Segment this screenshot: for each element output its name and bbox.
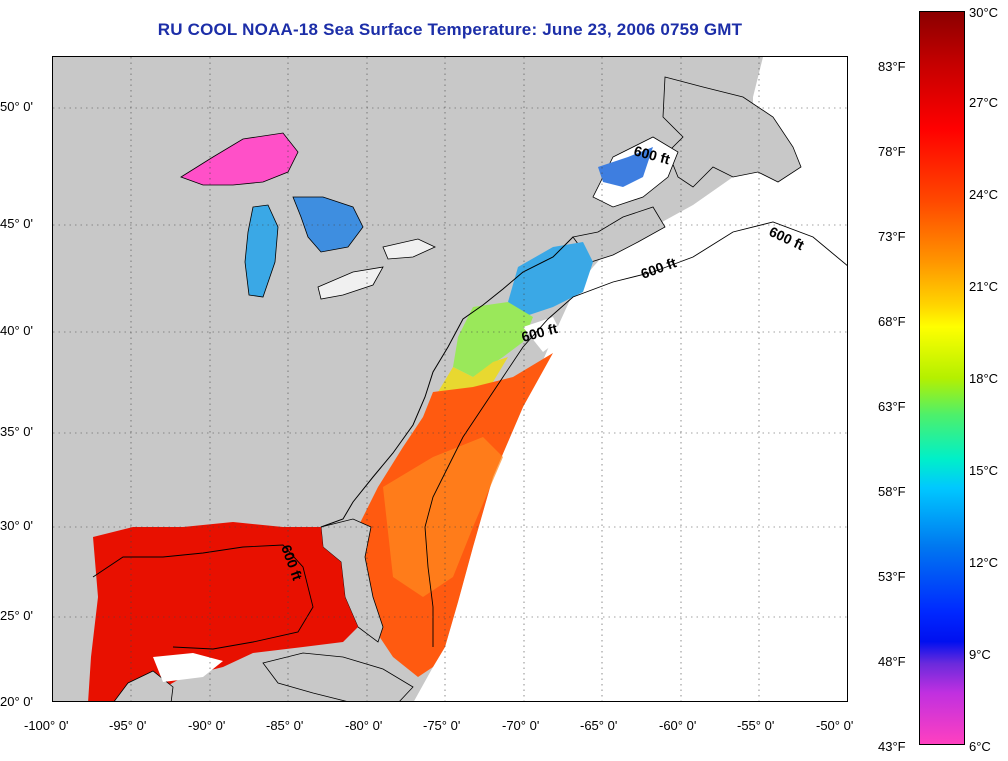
colorbar-celsius-label: 12°C xyxy=(969,555,999,570)
lon-tick-label: -75° 0' xyxy=(423,718,461,733)
lat-tick-label: 40° 0' xyxy=(0,323,33,338)
nova-scotia-land xyxy=(572,206,666,263)
sst-map: 600 ft 600 ft 600 ft 600 ft 600 ft xyxy=(52,56,848,702)
map-title: RU COOL NOAA-18 Sea Surface Temperature:… xyxy=(157,20,743,39)
lon-tick-label: -95° 0' xyxy=(109,718,147,733)
newfoundland-land xyxy=(662,76,802,188)
gulf-stream-orange xyxy=(383,437,503,597)
lake-superior xyxy=(180,132,299,186)
bathymetry-contour-gulf xyxy=(92,544,314,650)
colorbar-celsius-label: 24°C xyxy=(969,187,999,202)
colorbar-celsius-label: 21°C xyxy=(969,279,999,294)
lon-tick-label: -85° 0' xyxy=(266,718,304,733)
lon-tick-label: -55° 0' xyxy=(737,718,775,733)
colorbar-fahrenheit-label: 83°F xyxy=(878,59,906,74)
lon-tick-label: -90° 0' xyxy=(188,718,226,733)
us-east-coastline xyxy=(320,236,574,528)
colorbar-fahrenheit-label: 58°F xyxy=(878,484,906,499)
colorbar-fahrenheit-label: 43°F xyxy=(878,739,906,754)
lon-tick-label: -100° 0' xyxy=(24,718,69,733)
lat-tick-label: 50° 0' xyxy=(0,99,33,114)
lon-tick-label: -80° 0' xyxy=(345,718,383,733)
cool-water-st-lawrence xyxy=(598,147,653,187)
lake-huron xyxy=(292,196,364,253)
colorbar-celsius-label: 6°C xyxy=(969,739,991,754)
colorbar-fahrenheit-label: 78°F xyxy=(878,144,906,159)
mid-atlantic-warm-water xyxy=(453,302,533,377)
colorbar-celsius-label: 27°C xyxy=(969,95,999,110)
graticule xyxy=(53,57,847,701)
lat-tick-label: 25° 0' xyxy=(0,608,33,623)
colorbar-fahrenheit-label: 73°F xyxy=(878,229,906,244)
lon-tick-label: -60° 0' xyxy=(659,718,697,733)
colorbar-celsius-label: 18°C xyxy=(969,371,999,386)
open-ocean xyxy=(414,57,847,701)
lake-michigan xyxy=(244,204,279,298)
colorbar-celsius-label: 30°C xyxy=(969,5,999,20)
colorbar-celsius-label: 15°C xyxy=(969,463,999,478)
lon-tick-label: -65° 0' xyxy=(580,718,618,733)
lon-tick-label: -70° 0' xyxy=(502,718,540,733)
colorbar-fahrenheit-label: 63°F xyxy=(878,399,906,414)
colorbar-fahrenheit-label: 53°F xyxy=(878,569,906,584)
colorbar-celsius-label: 9°C xyxy=(969,647,991,662)
colorbar-fahrenheit-label: 48°F xyxy=(878,654,906,669)
colorbar-gradient xyxy=(920,12,964,744)
mid-atlantic-yellow xyxy=(438,357,508,397)
lon-tick-label: -50° 0' xyxy=(816,718,854,733)
cool-water-gulf-maine xyxy=(508,242,593,317)
lat-tick-label: 35° 0' xyxy=(0,424,33,439)
lat-tick-label: 30° 0' xyxy=(0,518,33,533)
lat-tick-label: 20° 0' xyxy=(0,694,33,709)
lat-tick-label: 45° 0' xyxy=(0,216,33,231)
gulf-of-mexico-water xyxy=(88,522,358,701)
cuba-land xyxy=(262,652,414,701)
temperature-colorbar xyxy=(919,11,965,745)
bathymetry-contour-600ft xyxy=(424,221,847,647)
lake-ontario xyxy=(382,238,436,260)
lake-erie xyxy=(317,266,384,300)
cloud-patch xyxy=(153,653,223,682)
cloud-patch-atlantic xyxy=(523,317,563,352)
colorbar-fahrenheit-label: 68°F xyxy=(878,314,906,329)
